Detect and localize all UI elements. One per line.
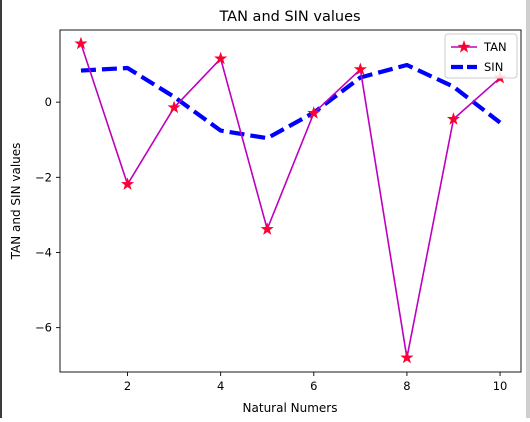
x-tick-label: 6 (310, 379, 317, 393)
data-point-tan-2 (120, 177, 135, 190)
x-tick-label: 2 (124, 379, 131, 393)
legend-label-sin: SIN (484, 60, 503, 74)
y-tick-label: 0 (45, 95, 52, 109)
series-line-sin (80, 62, 502, 141)
x-tick-label: 4 (217, 379, 224, 393)
plot-area: 2 4 6 8 10 0 −2 −4 −6 (35, 29, 522, 393)
data-point-tan-3 (167, 100, 181, 114)
legend-marker-tan (457, 40, 471, 53)
x-axis-label: Natural Numers (243, 401, 338, 415)
data-point-tan-8 (400, 350, 414, 364)
y-tick-label: −2 (35, 170, 52, 184)
data-point-tan-6 (307, 106, 321, 119)
x-tick-label: 8 (403, 379, 410, 393)
data-point-tan-1 (74, 36, 88, 50)
series-line-tan (80, 43, 501, 359)
data-point-tan-9 (446, 112, 461, 125)
data-point-tan-5 (260, 222, 274, 235)
y-tick-label: −6 (35, 321, 52, 335)
plot-frame (59, 29, 522, 373)
y-axis-label: TAN and SIN values (9, 143, 23, 261)
legend-label-tan: TAN (483, 40, 507, 54)
y-tick-label: −4 (35, 245, 52, 259)
legend: TAN SIN (444, 33, 518, 79)
window-left-border (0, 0, 2, 418)
data-point-tan-4 (214, 51, 228, 65)
x-tick-label: 10 (493, 379, 508, 393)
chart-title: TAN and SIN values (218, 9, 360, 25)
data-point-tan-7 (353, 62, 367, 76)
window-scrollbar-edge (526, 0, 530, 418)
